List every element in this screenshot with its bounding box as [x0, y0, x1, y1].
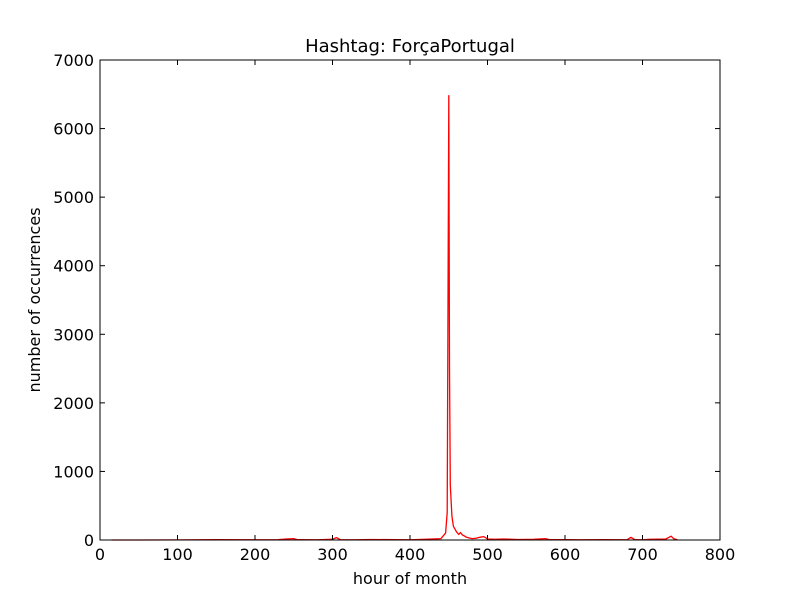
- y-tick-label: 7000: [53, 51, 94, 70]
- x-tick-label: 0: [95, 545, 105, 564]
- y-tick-label: 6000: [53, 120, 94, 139]
- y-tick-label: 3000: [53, 325, 94, 344]
- x-tick-label: 500: [472, 545, 503, 564]
- y-tick-label: 4000: [53, 257, 94, 276]
- x-tick-label: 200: [240, 545, 271, 564]
- x-tick-label: 700: [627, 545, 658, 564]
- chart-title: Hashtag: ForçaPortugal: [305, 36, 515, 57]
- y-axis-label: number of occurrences: [25, 207, 44, 392]
- x-tick-label: 800: [705, 545, 736, 564]
- y-tick-label: 1000: [53, 462, 94, 481]
- x-axis: 0 100 200 300 400 500 600 700 800: [95, 60, 735, 564]
- x-tick-label: 400: [395, 545, 426, 564]
- x-tick-label: 300: [317, 545, 348, 564]
- y-tick-label: 5000: [53, 188, 94, 207]
- x-tick-label: 100: [162, 545, 193, 564]
- x-axis-label: hour of month: [353, 569, 467, 588]
- y-tick-label: 0: [84, 531, 94, 550]
- y-axis: 0 1000 2000 3000 4000 5000 6000 7000: [53, 51, 720, 550]
- y-tick-label: 2000: [53, 394, 94, 413]
- x-tick-label: 600: [550, 545, 581, 564]
